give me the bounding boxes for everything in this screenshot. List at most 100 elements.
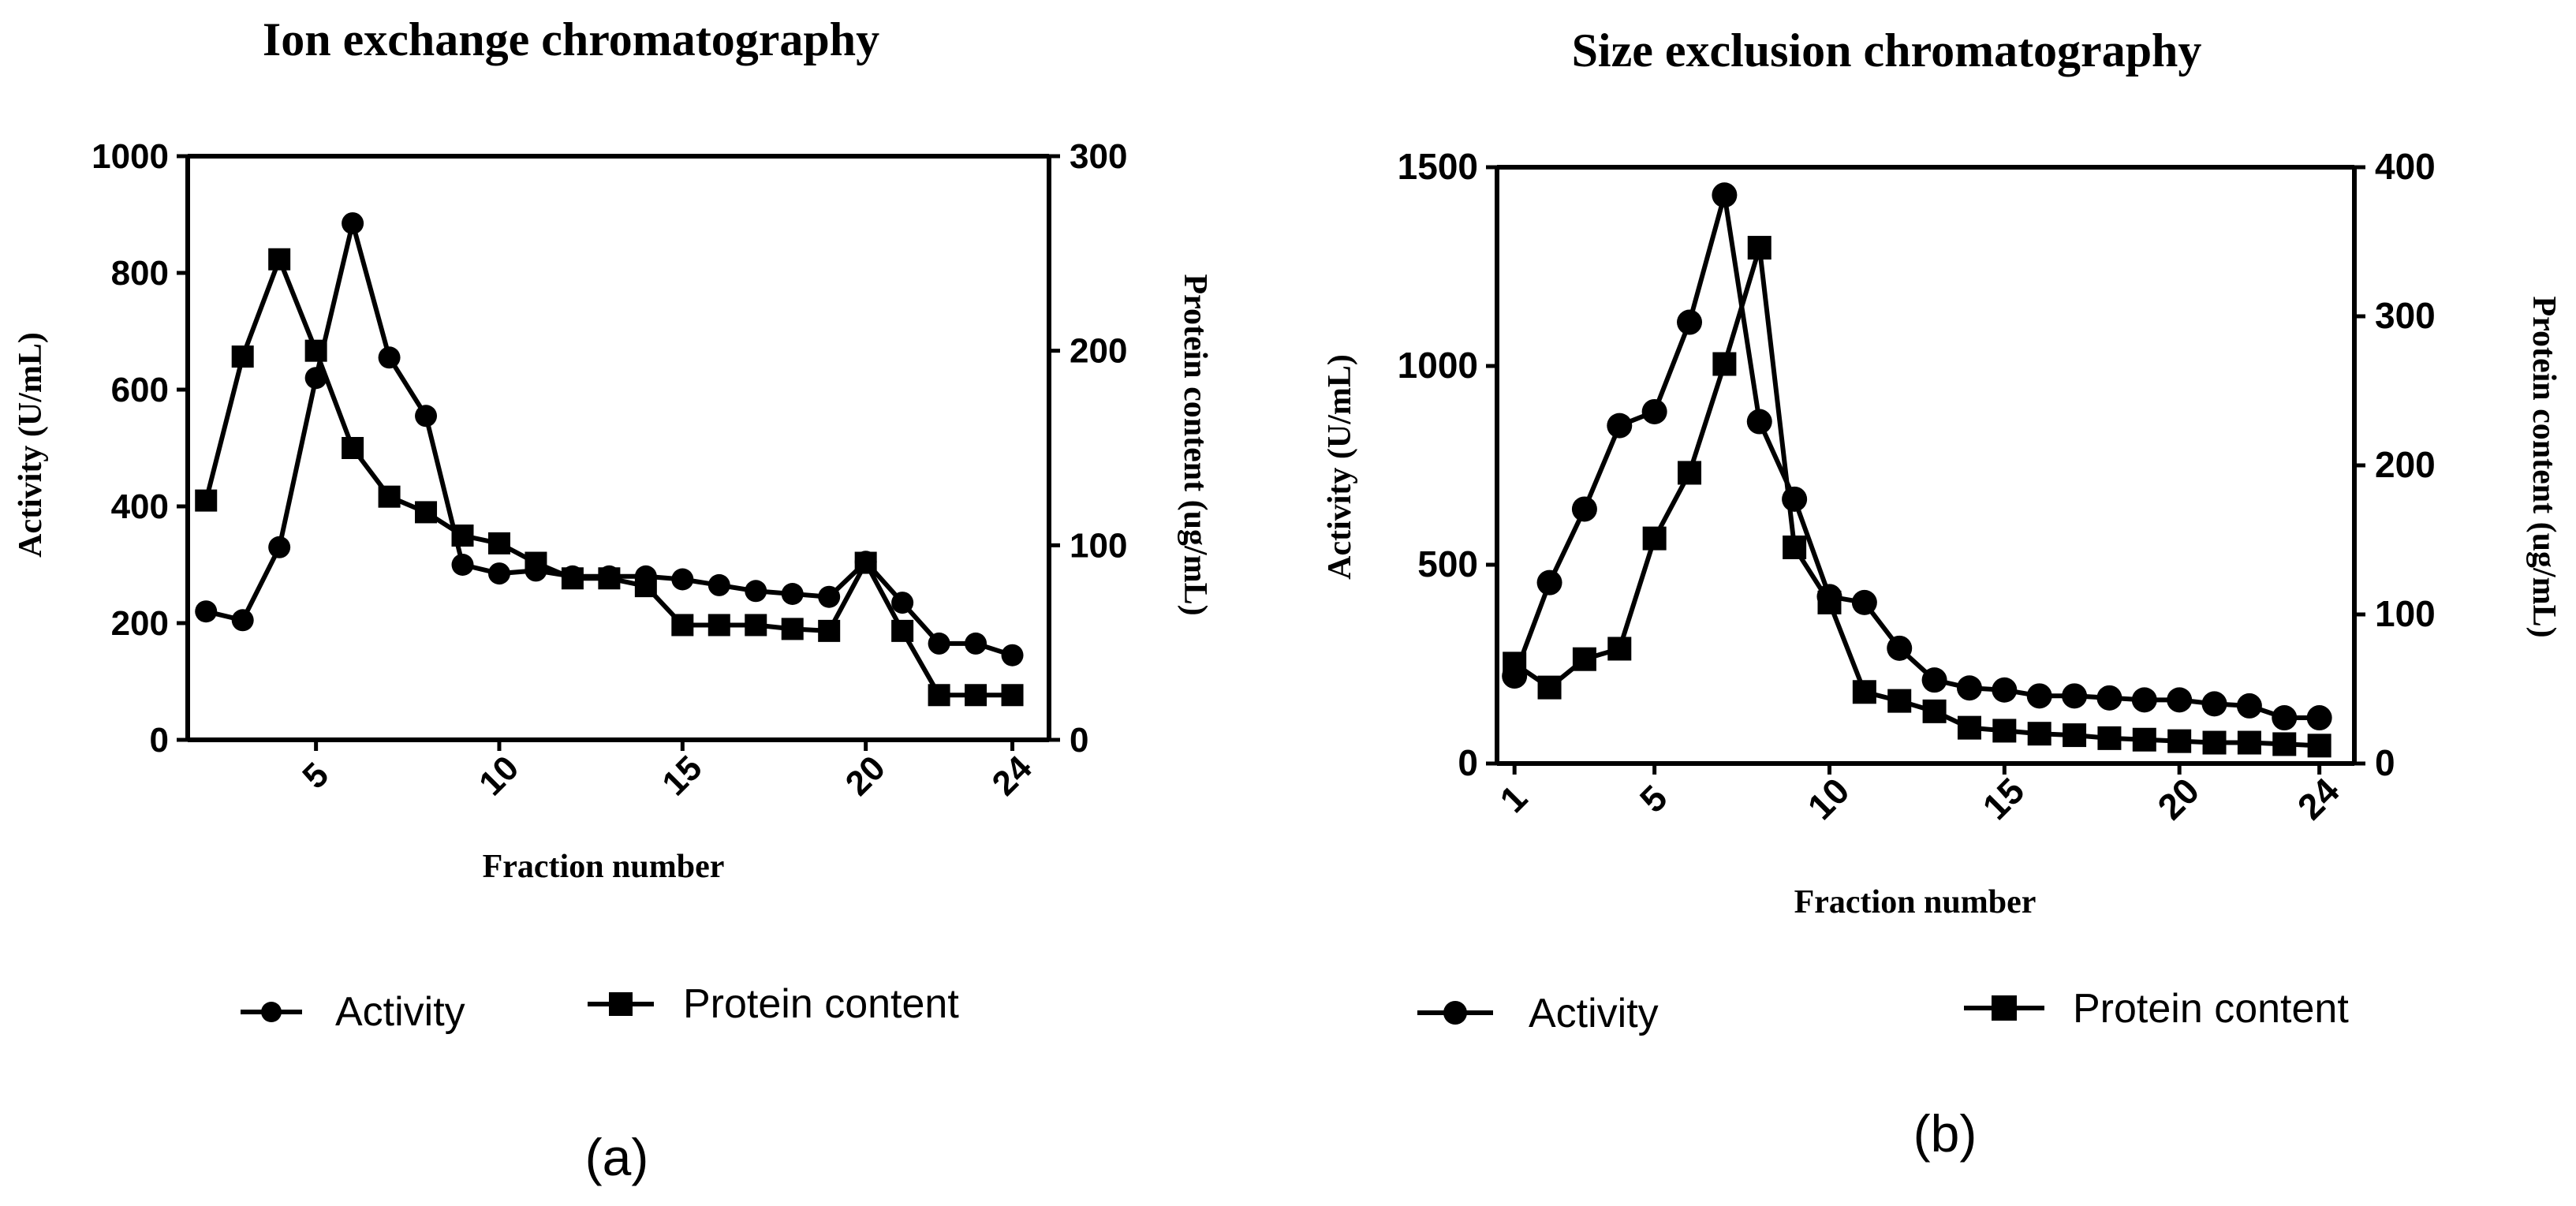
series-line-activity-a	[205, 221, 1014, 658]
data-point-protein-content-b	[1607, 637, 1632, 661]
data-point-activity-b	[2272, 705, 2298, 731]
data-point-activity-b	[1571, 496, 1597, 522]
x-tick-label-b: 24	[2290, 770, 2347, 827]
data-point-activity-b	[1607, 413, 1633, 439]
data-point-protein-content-b	[1817, 590, 1842, 614]
y2-tick-label-a: 200	[1070, 332, 1127, 371]
data-point-protein-content-a	[268, 248, 291, 271]
data-point-activity-a	[1001, 644, 1024, 666]
data-point-protein-content-b	[1503, 652, 1527, 676]
data-point-protein-content-a	[928, 684, 950, 707]
data-point-protein-content-a	[598, 567, 621, 590]
data-point-protein-content-b	[2272, 732, 2297, 756]
x-tick-label-a: 24	[985, 749, 1040, 804]
y-tick-label-b: 1000	[1398, 345, 1478, 386]
data-point-protein-content-b	[1572, 647, 1596, 671]
y-tick-label-b: 1500	[1398, 146, 1478, 187]
data-point-protein-content-b	[1678, 461, 1702, 485]
y2-tick-label-b: 300	[2375, 295, 2436, 336]
data-point-protein-content-a	[634, 575, 657, 598]
data-point-protein-content-b	[2063, 723, 2087, 748]
data-point-protein-content-b	[2307, 734, 2331, 758]
data-point-protein-content-a	[451, 525, 474, 547]
legend-label-protein-b: Protein content	[2073, 986, 2349, 1032]
data-point-protein-content-b	[2167, 729, 2192, 753]
data-point-protein-content-a	[1001, 684, 1024, 707]
data-point-protein-content-b	[1537, 675, 1562, 700]
data-point-protein-content-b	[1922, 699, 1947, 723]
data-point-protein-content-a	[965, 684, 987, 707]
legend-b: Activity Protein content	[1417, 986, 2349, 1036]
data-point-activity-a	[818, 585, 841, 608]
panel-label-a: (a)	[585, 1128, 649, 1186]
series-line-activity-b	[1512, 192, 2320, 720]
y2-tick-label-b: 100	[2375, 593, 2436, 634]
y2-tick-label-b: 400	[2375, 146, 2436, 187]
y2-axis-label-a: Protein content (ug/mL)	[1177, 274, 1213, 615]
data-point-activity-b	[1851, 589, 1877, 615]
data-point-protein-content-a	[525, 551, 547, 574]
data-point-activity-b	[2096, 685, 2122, 711]
data-point-protein-content-b	[1712, 352, 1737, 376]
data-point-activity-b	[1921, 667, 1947, 693]
y2-axis-label-b: Protein content (ug/mL)	[2526, 296, 2562, 637]
data-point-protein-content-a	[707, 614, 730, 637]
x-tick-label-a: 5	[295, 756, 336, 797]
data-point-protein-content-b	[2132, 727, 2156, 752]
data-point-protein-content-a	[304, 339, 327, 362]
x-tick-label-b: 10	[1800, 770, 1857, 827]
x-tick-label-a: 10	[472, 749, 526, 803]
data-point-activity-a	[487, 562, 510, 585]
chart-panel-a: Ion exchange chromatography 020040060080…	[13, 13, 1213, 1186]
x-tick-label-b: 20	[2149, 770, 2207, 827]
data-point-protein-content-b	[1783, 535, 1807, 559]
data-point-activity-b	[2306, 705, 2332, 731]
data-point-protein-content-b	[1852, 680, 1876, 704]
chart-title-a: Ion exchange chromatography	[263, 13, 879, 65]
plot-area-a: 0 200 400 600 800 1000 0 100 200 300 5 10 15 20 24	[91, 137, 1127, 803]
legend-item-activity-a: Activity	[241, 989, 465, 1035]
x-tick-label-b: 5	[1632, 777, 1675, 820]
data-point-protein-content-b	[1957, 715, 1981, 740]
y-tick-label-a: 0	[150, 721, 169, 760]
y2-tick-label-b: 0	[2375, 742, 2395, 783]
y2-tick-label-b: 200	[2375, 444, 2436, 485]
data-point-activity-b	[2062, 683, 2088, 709]
data-point-protein-content-a	[415, 501, 438, 524]
data-point-protein-content-a	[745, 614, 767, 637]
data-point-protein-content-b	[2027, 722, 2051, 746]
data-point-activity-b	[1956, 675, 1982, 701]
data-point-protein-content-b	[2202, 730, 2227, 755]
y2-tick-label-a: 0	[1070, 721, 1088, 760]
data-point-protein-content-a	[378, 485, 401, 508]
data-point-activity-b	[1536, 569, 1562, 596]
legend-a: Activity Protein content	[241, 981, 959, 1035]
data-point-protein-content-b	[1887, 689, 1912, 713]
data-point-protein-content-a	[781, 618, 804, 640]
legend-label-activity-b: Activity	[1529, 991, 1659, 1036]
data-point-activity-a	[928, 632, 950, 655]
data-point-activity-b	[2131, 687, 2157, 713]
data-point-activity-b	[1887, 635, 1913, 661]
data-point-activity-b	[2236, 693, 2262, 719]
data-point-protein-content-a	[891, 619, 914, 642]
legend-item-activity-b: Activity	[1417, 991, 1659, 1036]
data-point-protein-content-b	[1747, 236, 1771, 260]
data-point-activity-a	[378, 346, 401, 369]
data-point-activity-a	[965, 632, 987, 655]
data-point-protein-content-a	[671, 614, 694, 637]
data-point-activity-a	[415, 405, 438, 428]
data-point-activity-b	[2167, 687, 2193, 713]
legend-marker-square-a	[609, 992, 633, 1016]
data-point-protein-content-a	[561, 567, 584, 590]
legend-marker-square-b	[1992, 995, 2017, 1021]
legend-label-protein-a: Protein content	[683, 981, 959, 1027]
data-point-protein-content-a	[854, 551, 877, 574]
data-point-activity-b	[1641, 398, 1667, 424]
data-point-protein-content-a	[818, 619, 841, 642]
data-point-activity-b	[1677, 309, 1703, 335]
legend-label-activity-a: Activity	[335, 989, 465, 1035]
data-point-activity-a	[304, 367, 327, 390]
